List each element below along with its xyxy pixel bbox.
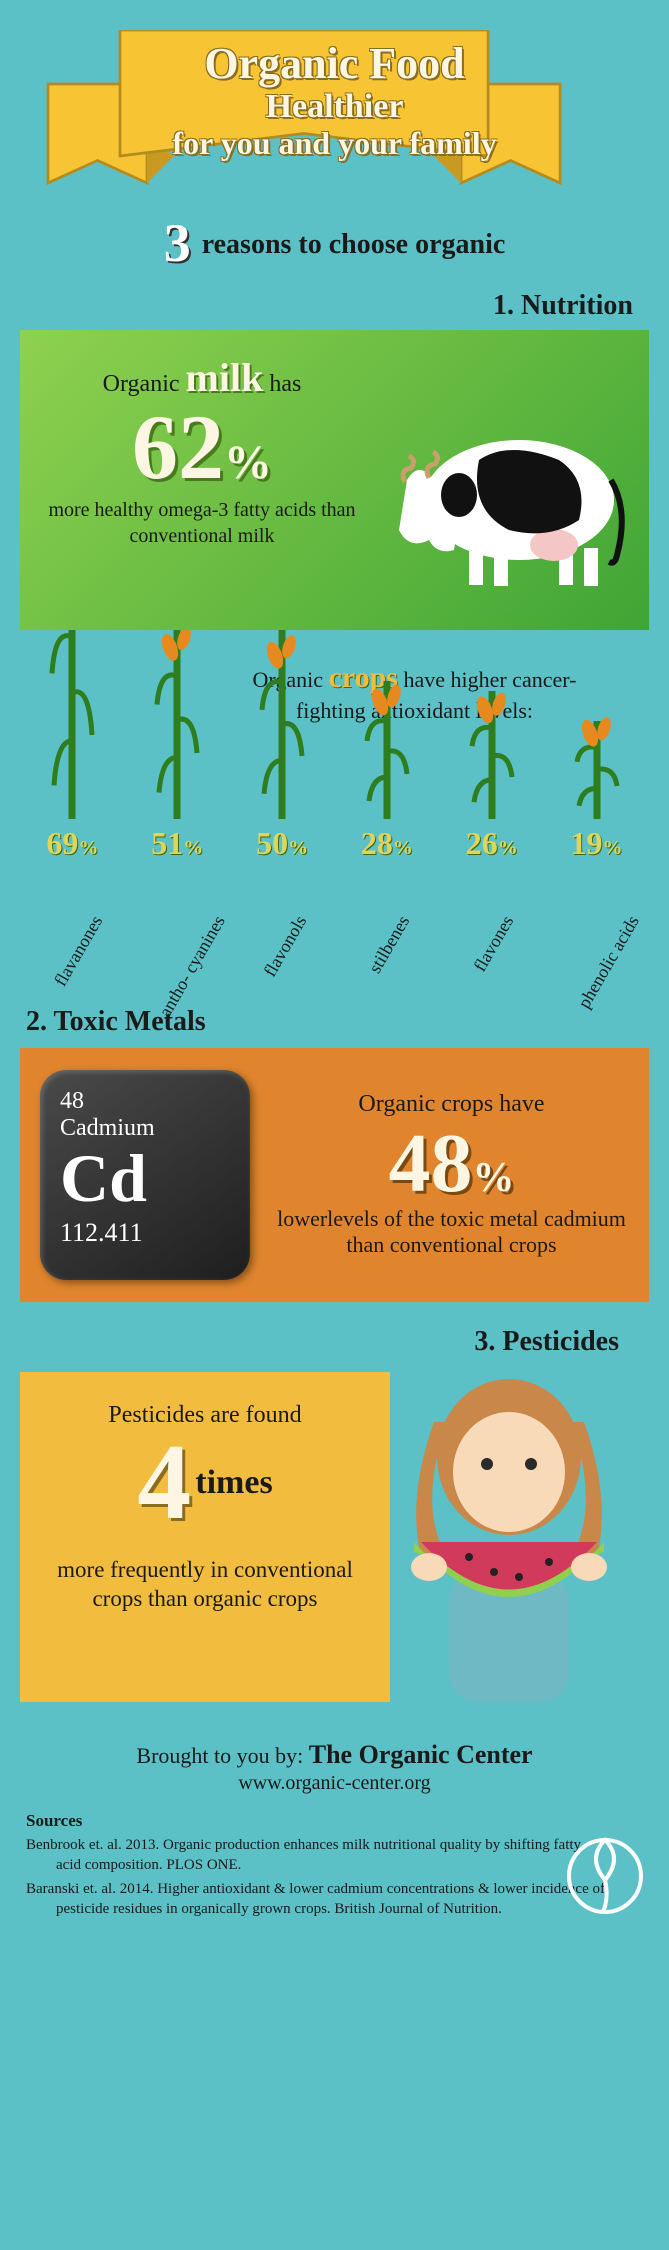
pest-number: 4	[137, 1429, 191, 1537]
corn-stalk-icon	[152, 599, 202, 819]
crop-pct: 26%	[466, 825, 518, 862]
nutrition-panel: Organic milk has 62% more healthy omega-…	[20, 330, 649, 630]
brought-pre: Brought to you by:	[136, 1743, 308, 1768]
pest-line2: more frequently in conventional crops th…	[42, 1555, 368, 1615]
pesticides-panel: Pesticides are found 4 times more freque…	[20, 1372, 390, 1702]
pest-line1: Pesticides are found	[42, 1402, 368, 1429]
subheading-text: reasons to choose organic	[202, 229, 506, 260]
crop-pct: 69%	[46, 825, 98, 862]
corn-stalk-icon	[467, 679, 517, 819]
milk-pre: Organic	[103, 371, 180, 397]
milk-pct-sym: %	[224, 436, 272, 489]
metals-bottom: lowerlevels of the toxic metal cadmium t…	[274, 1206, 629, 1258]
banner-line2: Healthier	[0, 88, 669, 125]
crop-col-4: 26%flavones	[442, 679, 542, 972]
cow-icon	[359, 390, 639, 600]
corn-stalk-icon	[257, 609, 307, 819]
corn-stalk-icon	[572, 709, 622, 819]
pest-bigline: 4 times	[42, 1429, 368, 1537]
subheading: 3 reasons to choose organic	[0, 212, 669, 274]
section1-heading: 1. Nutrition	[0, 280, 669, 330]
brought-by: Brought to you by: The Organic Center	[26, 1740, 643, 1770]
crop-col-2: 50%flavonols	[232, 609, 332, 972]
banner-line1: Organic Food	[0, 40, 669, 88]
metals-pct: 48%	[274, 1122, 629, 1206]
pest-times: times	[195, 1464, 272, 1501]
footer: Brought to you by: The Organic Center ww…	[0, 1722, 669, 1960]
crop-pct: 28%	[361, 825, 413, 862]
cd-number: 48	[60, 1088, 230, 1115]
crop-col-3: 28%stilbenes	[337, 669, 437, 972]
metals-pct-num: 48	[389, 1117, 473, 1210]
metals-pct-sym: %	[473, 1155, 515, 1201]
cd-symbol: Cd	[60, 1144, 230, 1212]
subheading-number: 3	[164, 213, 191, 273]
title-banner: Organic Food Healthier for you and your …	[0, 0, 669, 280]
crop-pct: 50%	[256, 825, 308, 862]
cd-name: Cadmium	[60, 1115, 230, 1142]
source-2: Baranski et. al. 2014. Higher antioxidan…	[56, 1879, 606, 1920]
milk-text: Organic milk has 62% more healthy omega-…	[42, 354, 362, 549]
metals-top: Organic crops have	[274, 1091, 629, 1118]
crop-pct: 19%	[571, 825, 623, 862]
footer-url: www.organic-center.org	[26, 1772, 643, 1795]
metals-text: Organic crops have 48% lowerlevels of th…	[274, 1091, 629, 1258]
infographic-page: Organic Food Healthier for you and your …	[0, 0, 669, 1960]
milk-pct: 62%	[42, 401, 362, 493]
brought-name: The Organic Center	[309, 1740, 533, 1769]
banner-line3: for you and your family	[0, 126, 669, 161]
corn-stalk-icon	[362, 669, 412, 819]
milk-post: has	[269, 371, 301, 397]
leaf-logo-icon	[565, 1820, 645, 1920]
girl-watermelon-icon	[359, 1342, 659, 1712]
crop-pct: 51%	[151, 825, 203, 862]
milk-highlight: milk	[186, 355, 264, 400]
crop-col-1: 51%antho- cyanines	[127, 599, 227, 972]
cd-mass: 112.411	[60, 1218, 230, 1248]
crop-col-5: 19%phenolic acids	[547, 709, 647, 972]
cadmium-tile: 48 Cadmium Cd 112.411	[40, 1070, 250, 1280]
pesticides-section: 3. Pesticides Pesticides are found 4 tim…	[20, 1302, 649, 1722]
banner-title: Organic Food Healthier for you and your …	[0, 40, 669, 161]
milk-body: more healthy omega-3 fatty acids than co…	[42, 497, 362, 549]
sources-heading: Sources	[26, 1811, 643, 1831]
metals-panel: 48 Cadmium Cd 112.411 Organic crops have…	[20, 1048, 649, 1302]
milk-pct-num: 62	[132, 396, 224, 498]
milk-line1: Organic milk has	[42, 354, 362, 401]
source-1: Benbrook et. al. 2013. Organic productio…	[56, 1835, 606, 1876]
